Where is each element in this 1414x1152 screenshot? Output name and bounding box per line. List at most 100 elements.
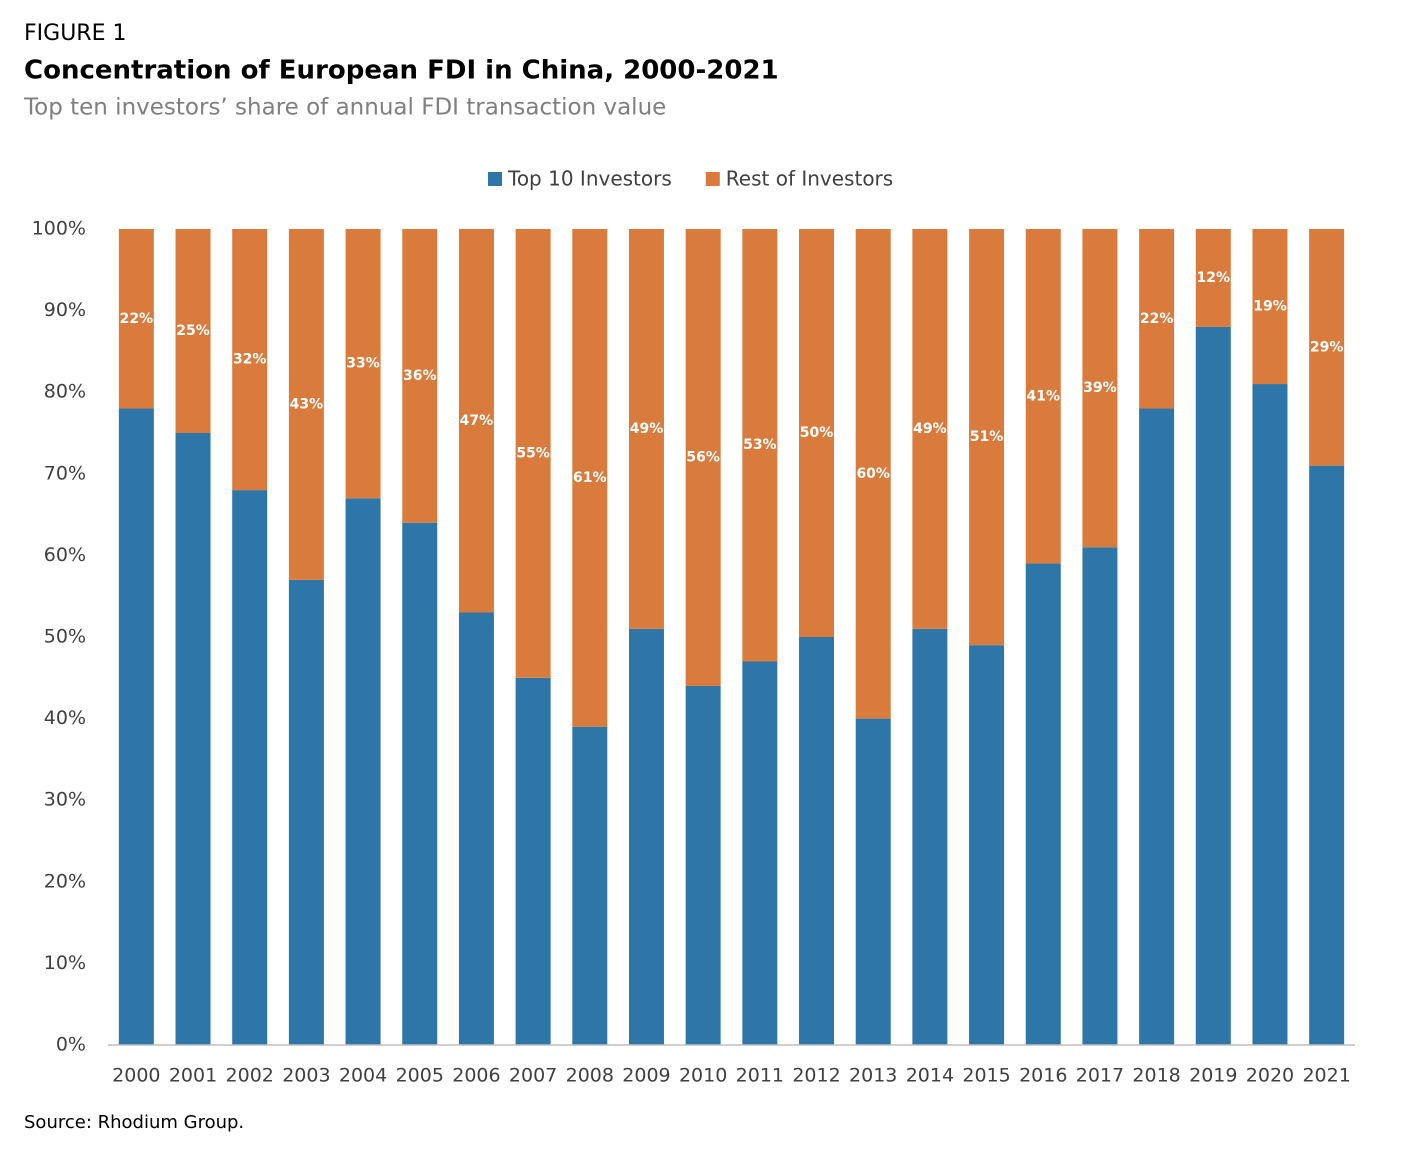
- bar-segment: [1139, 229, 1175, 409]
- bar-segment: [175, 433, 211, 1045]
- bar-segment: [1309, 465, 1345, 1045]
- data-label: 22%: [120, 311, 154, 327]
- bar-segment: [1195, 229, 1231, 327]
- bar-segment: [742, 661, 778, 1045]
- bar-segment: [1252, 384, 1288, 1045]
- data-label: 43%: [290, 396, 324, 412]
- data-label: 49%: [913, 421, 947, 437]
- y-tick-label: 30%: [44, 789, 86, 811]
- x-tick-label: 2019: [1189, 1065, 1237, 1087]
- legend-label: Top 10 Investors: [507, 167, 672, 191]
- y-tick-label: 50%: [44, 626, 86, 648]
- bar-segment: [515, 229, 551, 678]
- bar-segment: [1139, 408, 1175, 1045]
- bar-segment: [799, 637, 835, 1045]
- bar-segment: [969, 645, 1005, 1045]
- x-tick-label: 2011: [736, 1065, 784, 1087]
- bar-segment: [1195, 326, 1231, 1045]
- bar-segment: [1025, 563, 1061, 1045]
- x-tick-label: 2007: [509, 1065, 557, 1087]
- bar-segment: [458, 229, 494, 613]
- bar-segment: [855, 718, 891, 1045]
- chart-title: Concentration of European FDI in China, …: [24, 56, 779, 86]
- bar-segment: [118, 229, 154, 409]
- y-tick-label: 70%: [44, 462, 86, 484]
- data-label: 60%: [856, 466, 890, 482]
- bar-segment: [1082, 229, 1118, 548]
- x-tick-label: 2017: [1076, 1065, 1124, 1087]
- bar-segment: [118, 408, 154, 1045]
- data-label: 29%: [1310, 339, 1344, 355]
- figure-label: FIGURE 1: [24, 21, 126, 46]
- bar-segment: [175, 229, 211, 433]
- bar-segment: [912, 229, 948, 629]
- bar-segment: [685, 685, 721, 1045]
- data-label: 22%: [1140, 311, 1174, 327]
- y-tick-label: 0%: [56, 1034, 86, 1056]
- bar-segment: [572, 229, 608, 727]
- bar-segment: [1309, 229, 1345, 466]
- data-label: 36%: [403, 368, 437, 384]
- bar-segment: [288, 579, 324, 1045]
- y-tick-label: 40%: [44, 707, 86, 729]
- chart-subtitle: Top ten investors’ share of annual FDI t…: [23, 95, 666, 121]
- data-label: 25%: [176, 323, 210, 339]
- y-tick-label: 10%: [44, 952, 86, 974]
- data-label: 41%: [1026, 388, 1060, 404]
- data-label: 51%: [970, 429, 1004, 445]
- x-tick-label: 2014: [906, 1065, 954, 1087]
- x-tick-label: 2018: [1132, 1065, 1180, 1087]
- data-label: 39%: [1083, 380, 1117, 396]
- bar-segment: [628, 628, 664, 1045]
- data-label: 56%: [686, 449, 720, 465]
- x-tick-label: 2001: [169, 1065, 217, 1087]
- x-tick-label: 2016: [1019, 1065, 1067, 1087]
- data-label: 33%: [346, 356, 380, 372]
- bar-segment: [1082, 547, 1118, 1045]
- x-tick-label: 2004: [339, 1065, 387, 1087]
- data-label: 61%: [573, 470, 607, 486]
- bar-segment: [742, 229, 778, 662]
- bar-segment: [458, 612, 494, 1045]
- bar-segment: [969, 229, 1005, 646]
- bar-segment: [912, 628, 948, 1045]
- x-tick-label: 2021: [1302, 1065, 1350, 1087]
- data-label: 53%: [743, 437, 777, 453]
- x-tick-label: 2002: [226, 1065, 274, 1087]
- data-label: 47%: [460, 413, 494, 429]
- bar-segment: [855, 229, 891, 719]
- x-tick-label: 2020: [1246, 1065, 1294, 1087]
- bar-segment: [402, 229, 438, 523]
- bar-segment: [515, 677, 551, 1045]
- bar-segment: [345, 229, 381, 499]
- bar-segment: [232, 229, 268, 491]
- bar-segment: [572, 726, 608, 1045]
- x-tick-label: 2012: [792, 1065, 840, 1087]
- bar-segment: [1252, 229, 1288, 385]
- legend-swatch: [488, 172, 502, 186]
- bar-segment: [402, 522, 438, 1045]
- y-tick-label: 20%: [44, 870, 86, 892]
- data-label: 32%: [233, 352, 267, 368]
- legend-swatch: [705, 172, 720, 186]
- data-label: 50%: [800, 425, 834, 441]
- y-tick-label: 90%: [44, 299, 86, 321]
- data-label: 19%: [1253, 299, 1287, 315]
- bar-segment: [799, 229, 835, 637]
- source-note: Source: Rhodium Group.: [24, 1112, 244, 1133]
- bar-segment: [232, 490, 268, 1045]
- bar-segment: [288, 229, 324, 580]
- x-tick-label: 2003: [282, 1065, 330, 1087]
- x-tick-label: 2005: [396, 1065, 444, 1087]
- data-label: 49%: [630, 421, 664, 437]
- y-tick-label: 100%: [32, 218, 86, 240]
- x-tick-label: 2015: [962, 1065, 1010, 1087]
- legend-label: Rest of Investors: [726, 167, 893, 191]
- bar-segment: [628, 229, 664, 629]
- bar-segment: [345, 498, 381, 1045]
- x-tick-label: 2010: [679, 1065, 727, 1087]
- x-tick-label: 2008: [566, 1065, 614, 1087]
- bar-segment: [1025, 229, 1061, 564]
- x-tick-label: 2000: [112, 1065, 160, 1087]
